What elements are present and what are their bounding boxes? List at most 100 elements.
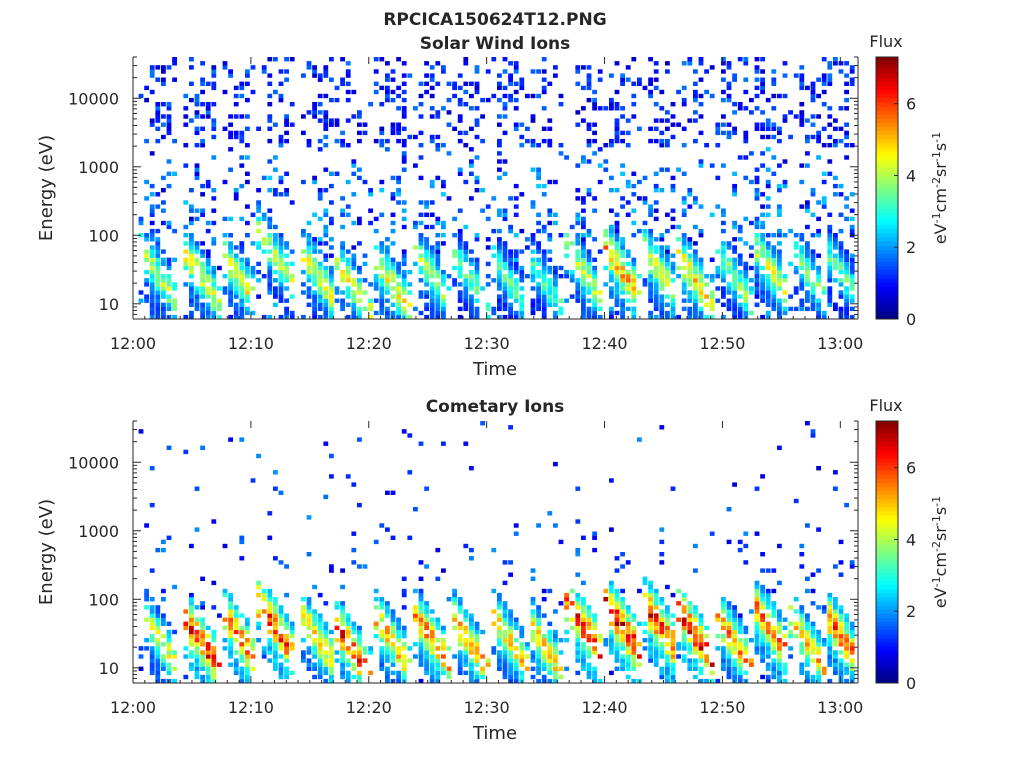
heatmap-cell (771, 257, 777, 262)
heatmap-cell (418, 200, 424, 205)
heatmap-cell (816, 658, 821, 663)
heatmap-cell (665, 167, 670, 172)
heatmap-cell (765, 638, 771, 643)
heatmap-cell (732, 183, 737, 189)
heatmap-cell (659, 249, 665, 254)
heatmap-cell (413, 588, 418, 594)
heatmap-cell (575, 261, 581, 267)
heatmap-cell (401, 576, 407, 581)
heatmap-cell (698, 613, 704, 618)
heatmap-cell (278, 670, 284, 676)
heatmap-cell (317, 265, 323, 271)
heatmap-cell (754, 192, 760, 197)
heatmap-cell (211, 155, 217, 160)
heatmap-cell (659, 302, 665, 307)
heatmap-cell (200, 282, 205, 287)
heatmap-cell (334, 257, 340, 262)
heatmap-cell (782, 118, 788, 123)
heatmap-cell (536, 678, 541, 684)
heatmap-cell (317, 617, 323, 622)
heatmap-cell (754, 642, 760, 647)
heatmap-cell (166, 65, 172, 70)
heatmap-cell (441, 282, 446, 287)
colorbar-title-cometary: Flux (869, 396, 902, 415)
heatmap-cell (827, 269, 833, 275)
heatmap-cell (541, 597, 547, 602)
heatmap-cell (642, 196, 648, 201)
heatmap-cell (771, 568, 777, 573)
colorbar-segment (876, 576, 898, 582)
heatmap-cell (497, 114, 502, 119)
heatmap-cell (317, 646, 323, 651)
heatmap-cell (581, 241, 586, 246)
heatmap-cell (379, 617, 385, 622)
heatmap-cell (317, 192, 323, 197)
heatmap-cell (844, 625, 849, 631)
heatmap-cell (228, 609, 233, 614)
heatmap-cell (149, 646, 155, 651)
colorbar-segment (876, 646, 898, 651)
heatmap-cell (687, 245, 693, 250)
heatmap-cell (301, 605, 306, 610)
heatmap-cell (329, 274, 334, 279)
heatmap-cell (233, 638, 239, 643)
heatmap-cell (340, 257, 345, 262)
heatmap-cell (149, 609, 155, 614)
heatmap-cell (788, 261, 793, 267)
heatmap-cell (704, 625, 709, 631)
heatmap-cell (217, 662, 222, 667)
heatmap-cell (508, 278, 513, 283)
heatmap-cell (357, 282, 362, 287)
heatmap-cell (357, 642, 362, 647)
heatmap-cell (558, 93, 564, 99)
heatmap-cell (205, 654, 211, 659)
colorbar-segment (876, 629, 898, 635)
heatmap-cell (502, 216, 508, 222)
heatmap-cell (726, 257, 732, 262)
heatmap-cell (317, 290, 323, 295)
heatmap-cell (732, 73, 737, 78)
heatmap-cell (737, 57, 743, 62)
heatmap-cell (732, 638, 737, 643)
heatmap-cell (357, 110, 362, 115)
heatmap-cell (401, 253, 407, 258)
heatmap-cell (502, 629, 508, 635)
heatmap-cell (155, 314, 161, 320)
heatmap-cell (396, 617, 401, 622)
heatmap-cell (357, 122, 362, 127)
heatmap-cell (508, 310, 513, 316)
heatmap-cell (161, 654, 166, 659)
heatmap-cell (765, 568, 771, 573)
heatmap-cell (721, 650, 726, 655)
heatmap-cell (625, 290, 631, 295)
heatmap-cell (161, 188, 166, 193)
heatmap-cell (401, 666, 407, 671)
heatmap-cell (233, 621, 239, 626)
heatmap-cell (362, 306, 368, 312)
heatmap-cell (760, 568, 765, 573)
heatmap-cell (631, 269, 637, 275)
heatmap-cell (301, 282, 306, 287)
heatmap-cell (765, 261, 771, 267)
heatmap-cell (698, 257, 704, 262)
heatmap-cell (357, 310, 362, 316)
heatmap-cell (519, 642, 525, 647)
heatmap-cell (653, 617, 659, 622)
heatmap-cell (413, 609, 418, 614)
heatmap-cell (833, 564, 838, 569)
heatmap-cell (317, 147, 323, 152)
heatmap-cell (670, 666, 676, 671)
heatmap-cell (368, 306, 373, 312)
heatmap-cell (620, 81, 625, 86)
heatmap-cell (390, 670, 396, 676)
colorbar-segment (876, 208, 898, 213)
heatmap-cell (777, 621, 782, 626)
heatmap-cell (306, 621, 312, 626)
heatmap-cell (424, 61, 429, 66)
heatmap-cell (536, 294, 541, 299)
heatmap-cell (245, 294, 250, 299)
heatmap-cell (603, 282, 609, 287)
heatmap-cell (513, 196, 519, 201)
heatmap-cell (329, 294, 334, 299)
heatmap-cell (256, 609, 261, 614)
